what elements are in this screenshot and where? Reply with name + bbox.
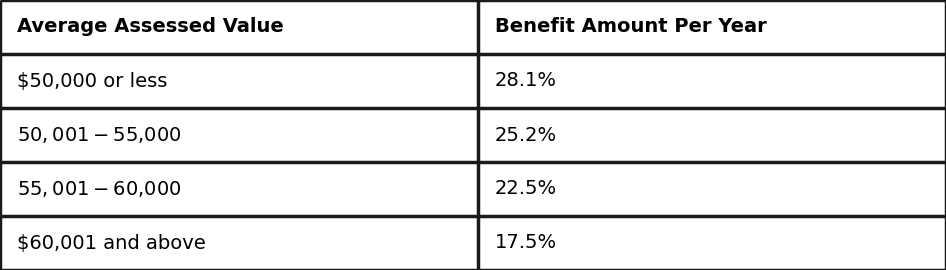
Text: $60,001 and above: $60,001 and above [17, 234, 206, 252]
Text: $50,001 - $55,000: $50,001 - $55,000 [17, 125, 182, 145]
Text: $55,001 - $60,000: $55,001 - $60,000 [17, 179, 182, 199]
Text: 25.2%: 25.2% [495, 126, 557, 144]
Text: 22.5%: 22.5% [495, 180, 557, 198]
Text: Benefit Amount Per Year: Benefit Amount Per Year [495, 18, 766, 36]
Text: Average Assessed Value: Average Assessed Value [17, 18, 284, 36]
Text: 28.1%: 28.1% [495, 72, 557, 90]
Text: $50,000 or less: $50,000 or less [17, 72, 167, 90]
Text: 17.5%: 17.5% [495, 234, 557, 252]
